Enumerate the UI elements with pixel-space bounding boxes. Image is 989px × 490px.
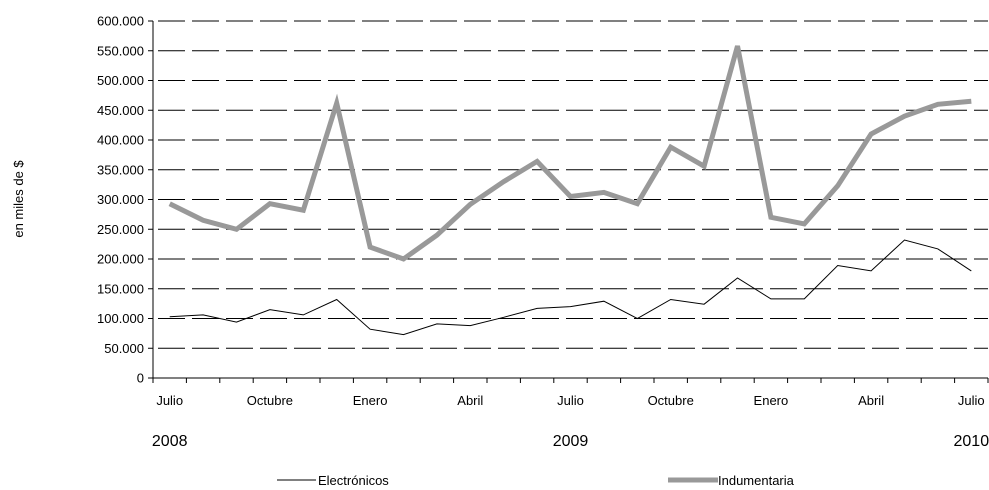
x-tick-label: Abril [457,393,483,408]
series-line-indumentaria [168,45,972,262]
y-tick-label: 250.000 [97,222,144,237]
y-tick-label: 300.000 [97,192,144,207]
legend-label: Indumentaria [718,473,795,488]
y-tick-label: 350.000 [97,162,144,177]
y-tick-label: 400.000 [97,133,144,148]
y-tick-label: 600.000 [97,14,144,29]
x-tick-label: Julio [958,393,985,408]
y-tick-labels: 0 50.000 100.000 150.000 200.000 250.000 300.0… [97,14,153,386]
year-label: 2009 [553,433,589,450]
y-tick-label: 500.000 [97,73,144,88]
x-tick-label: Julio [156,393,183,408]
y-axis-label: en miles de $ [11,160,26,238]
y-tick-label: 550.000 [97,43,144,58]
y-tick-label: 50.000 [104,341,144,356]
y-tick-label: 450.000 [97,103,144,118]
y-tick-label: 150.000 [97,281,144,296]
y-tick-label: 100.000 [97,311,144,326]
y-tick-label: 200.000 [97,252,144,267]
series-line-electronicos [169,239,972,336]
year-label: 2008 [152,433,188,450]
x-tick-label: Abril [858,393,884,408]
series-lines [168,45,972,336]
year-label: 2010 [954,433,989,450]
year-labels: 2008 2009 2010 [152,433,989,450]
x-tick-label: Enero [353,393,388,408]
x-tick-label: Octubre [648,393,694,408]
x-tick-label: Julio [557,393,584,408]
y-tick-label: 0 [137,371,144,386]
x-tick-labels: Julio Octubre Enero Abril Julio Octubre Enero A… [152,378,989,408]
legend: Electrónicos Indumentaria [277,473,795,488]
x-tick-label: Enero [754,393,789,408]
gridlines [153,20,988,349]
x-tick-label: Octubre [247,393,293,408]
legend-label: Electrónicos [318,473,389,488]
